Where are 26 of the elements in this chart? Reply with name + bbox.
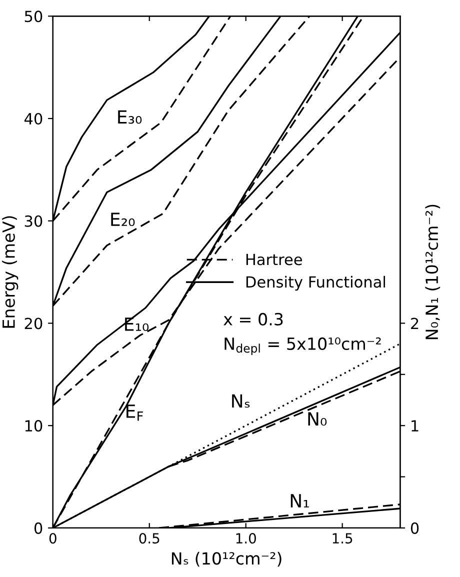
- annotation: N$_{depl}$ = 5x10¹⁰cm⁻²: [224, 337, 381, 355]
- y-tick-label: 10: [25, 420, 42, 432]
- y2-axis-title: N₀,N₁ (10¹²cm⁻²): [425, 204, 440, 340]
- y2-tick-label: 2: [411, 318, 418, 330]
- x-tick-label: 1.5: [332, 533, 352, 544]
- x-tick-label: 1.0: [236, 533, 256, 544]
- y-tick-label: 20: [24, 318, 42, 330]
- annotation: E₃₀: [118, 110, 142, 124]
- y2-tick-label: 1: [412, 420, 418, 432]
- y-axis-title: Energy (meV): [2, 216, 18, 328]
- y-tick-label: 40: [24, 112, 42, 125]
- y-tick-label: 50: [24, 10, 42, 22]
- x-axis-title: Nₛ (10¹²cm⁻²): [172, 552, 282, 567]
- annotation: Nₛ: [232, 394, 250, 408]
- annotation: N₁: [290, 494, 309, 508]
- x-tick-label: 0: [49, 533, 56, 544]
- annotation: x = 0.3: [224, 312, 283, 326]
- legend-label: Hartree: [246, 254, 302, 266]
- legend-label: Density Functional: [246, 276, 386, 291]
- y2-tick-label: 0: [410, 522, 419, 534]
- annotation: N₀: [308, 412, 327, 426]
- x-tick-label: 0.5: [139, 533, 160, 544]
- y-tick-label: 30: [24, 215, 42, 227]
- annotation: E$_{F}$: [126, 404, 143, 421]
- annotation: E₂₀: [111, 212, 135, 226]
- y-tick-label: 0: [34, 522, 42, 534]
